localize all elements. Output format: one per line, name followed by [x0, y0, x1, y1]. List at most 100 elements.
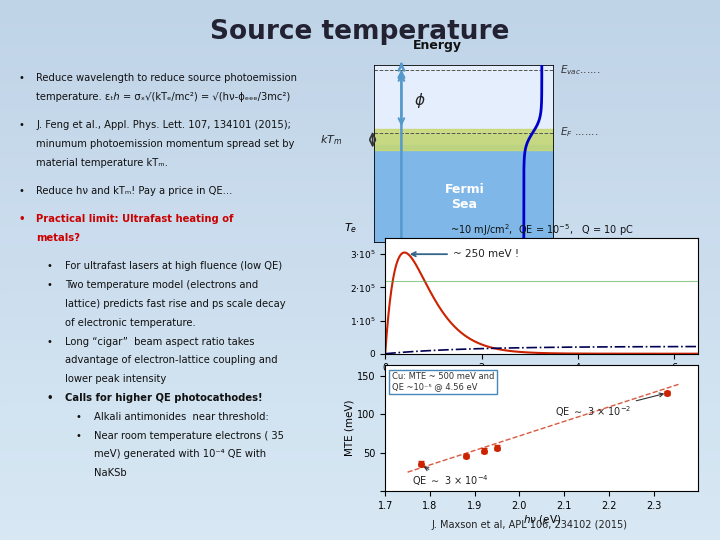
Bar: [0, 523, 720, 525]
Text: $T_e$: $T_e$: [344, 221, 358, 235]
Text: J. Feng et al., Appl. Phys. Lett. 107, 134101 (2015);: J. Feng et al., Appl. Phys. Lett. 107, 1…: [36, 120, 291, 131]
Text: Energy: Energy: [413, 39, 462, 52]
Bar: [0, 472, 720, 475]
Bar: [0, 205, 720, 207]
Bar: [0, 487, 720, 489]
Bar: [0, 534, 720, 536]
Bar: [0, 32, 720, 33]
Bar: [0, 215, 720, 217]
Text: meV) generated with 10⁻⁴ QE with: meV) generated with 10⁻⁴ QE with: [94, 449, 266, 460]
Text: ~ 250 meV !: ~ 250 meV !: [412, 249, 519, 259]
Bar: [0, 517, 720, 519]
Bar: [0, 190, 720, 192]
Bar: [0, 17, 720, 19]
Bar: [0, 116, 720, 118]
Text: $kT_m$: $kT_m$: [320, 133, 342, 146]
Bar: [0, 508, 720, 510]
Text: For ultrafast lasers at high fluence (low QE): For ultrafast lasers at high fluence (lo…: [65, 261, 282, 272]
Bar: [0, 293, 720, 295]
Bar: [0, 30, 720, 32]
Bar: [0, 72, 720, 74]
Bar: [0, 6, 720, 9]
Bar: [0, 242, 720, 245]
Bar: [0, 303, 720, 306]
Bar: [0, 147, 720, 150]
Bar: [0, 131, 720, 133]
Bar: [0, 312, 720, 314]
Text: minumum photoemission momentum spread set by: minumum photoemission momentum spread se…: [36, 139, 294, 149]
Bar: [0, 420, 720, 422]
Bar: [0, 369, 720, 372]
Text: Long “cigar”  beam aspect ratio takes: Long “cigar” beam aspect ratio takes: [65, 336, 254, 347]
Bar: [0, 165, 720, 167]
Bar: [0, 405, 720, 407]
X-axis label: time: time: [530, 375, 554, 385]
Bar: [0, 489, 720, 491]
Bar: [0, 103, 720, 105]
Text: $\phi$: $\phi$: [414, 91, 426, 110]
Bar: [0, 367, 720, 369]
Bar: [0, 536, 720, 538]
Bar: [0, 300, 720, 302]
Bar: [0, 462, 720, 464]
Bar: [0, 401, 720, 403]
Bar: [0, 361, 720, 363]
Bar: [0, 156, 720, 158]
Bar: [0, 449, 720, 451]
Bar: [0, 168, 720, 171]
Text: Calls for higher QE photocathodes!: Calls for higher QE photocathodes!: [65, 393, 262, 403]
Bar: [0, 226, 720, 228]
Bar: [0, 266, 720, 268]
Text: material temperature kTₘ.: material temperature kTₘ.: [36, 158, 168, 168]
Bar: [0, 386, 720, 388]
Bar: [0, 464, 720, 466]
Bar: [0, 63, 720, 65]
Bar: [0, 306, 720, 308]
Bar: [0, 207, 720, 209]
Bar: [0, 319, 720, 321]
Bar: [0, 12, 720, 15]
Text: Practical limit: Ultrafast heating of: Practical limit: Ultrafast heating of: [36, 214, 233, 225]
Bar: [0, 433, 720, 435]
Bar: [0, 158, 720, 160]
Bar: [0, 150, 720, 152]
Bar: [0, 528, 720, 529]
Bar: [0, 314, 720, 316]
Bar: [0, 259, 720, 261]
Bar: [0, 348, 720, 350]
Bar: [0, 454, 720, 456]
Bar: [0, 272, 720, 274]
Bar: [0, 112, 720, 114]
Text: $E_F$ .......: $E_F$ .......: [560, 126, 598, 139]
Bar: [0, 512, 720, 515]
Bar: [0, 470, 720, 472]
Bar: [0, 200, 720, 202]
Bar: [0, 377, 720, 380]
Bar: [0, 329, 720, 331]
Text: •: •: [47, 280, 53, 290]
Bar: [0, 181, 720, 184]
Text: •: •: [47, 336, 53, 347]
Bar: [0, 110, 720, 112]
Bar: [0, 504, 720, 507]
Bar: [0, 188, 720, 190]
Bar: [0, 466, 720, 468]
Bar: [0, 95, 720, 97]
Bar: [0, 394, 720, 396]
Bar: [0, 139, 720, 141]
Bar: [0, 435, 720, 437]
Bar: [0, 510, 720, 512]
Text: •: •: [76, 412, 81, 422]
Bar: [0, 331, 720, 333]
Bar: [0, 308, 720, 310]
Bar: [0, 51, 720, 53]
Bar: [0, 507, 720, 508]
Title: ~10 mJ/cm$^2$,  QE = $10^{-5}$,   Q = 10 pC: ~10 mJ/cm$^2$, QE = $10^{-5}$, Q = 10 pC: [450, 222, 634, 238]
Bar: [0, 287, 720, 289]
Bar: [0, 253, 720, 255]
Bar: [0, 192, 720, 194]
Bar: [0, 102, 720, 103]
Bar: [0, 245, 720, 247]
Bar: [0, 321, 720, 323]
Bar: [0, 224, 720, 226]
